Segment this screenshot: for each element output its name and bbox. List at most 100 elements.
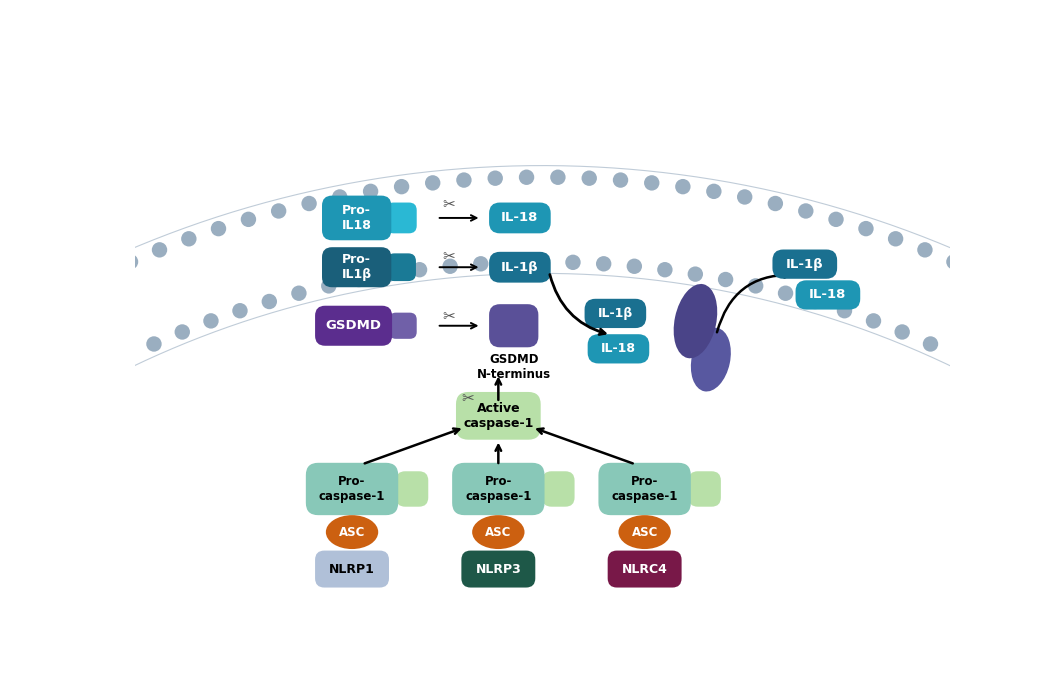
Text: IL-18: IL-18: [501, 212, 539, 224]
Text: Active
caspase-1: Active caspase-1: [463, 402, 533, 430]
Circle shape: [917, 242, 933, 257]
Circle shape: [737, 189, 752, 205]
Circle shape: [66, 280, 81, 296]
Circle shape: [675, 179, 691, 194]
FancyBboxPatch shape: [587, 334, 650, 363]
Circle shape: [778, 286, 794, 301]
Circle shape: [768, 196, 783, 211]
Circle shape: [261, 294, 277, 309]
Circle shape: [425, 175, 440, 191]
Circle shape: [550, 170, 566, 185]
Text: ASC: ASC: [339, 526, 365, 539]
Text: GSDMD: GSDMD: [326, 319, 382, 332]
Text: ASC: ASC: [486, 526, 511, 539]
FancyBboxPatch shape: [585, 299, 646, 328]
Circle shape: [828, 212, 843, 227]
Circle shape: [37, 393, 53, 408]
Circle shape: [211, 221, 226, 237]
Text: ✂: ✂: [442, 309, 455, 324]
Text: Pro-
caspase-1: Pro- caspase-1: [466, 475, 531, 503]
FancyBboxPatch shape: [322, 247, 391, 287]
Circle shape: [979, 363, 993, 378]
Circle shape: [181, 231, 197, 247]
Circle shape: [151, 242, 167, 257]
Circle shape: [291, 286, 307, 301]
Circle shape: [302, 196, 316, 211]
Circle shape: [951, 349, 966, 365]
Circle shape: [63, 377, 79, 393]
Circle shape: [946, 254, 962, 270]
Circle shape: [332, 189, 347, 205]
FancyBboxPatch shape: [489, 203, 551, 233]
Text: GSDMD
N-terminus: GSDMD N-terminus: [477, 353, 551, 381]
Circle shape: [146, 336, 162, 352]
Circle shape: [894, 324, 910, 340]
Text: IL-18: IL-18: [601, 342, 636, 355]
Circle shape: [858, 221, 874, 237]
Text: IL-1β: IL-1β: [501, 261, 539, 274]
Circle shape: [94, 267, 110, 282]
Ellipse shape: [619, 515, 671, 549]
Text: IL-1β: IL-1β: [598, 307, 633, 320]
Circle shape: [534, 254, 550, 270]
Text: ✂: ✂: [442, 249, 455, 264]
Circle shape: [1005, 377, 1021, 393]
FancyBboxPatch shape: [607, 551, 681, 588]
Circle shape: [12, 410, 26, 425]
Circle shape: [271, 204, 287, 218]
Ellipse shape: [691, 328, 731, 392]
Circle shape: [1030, 295, 1046, 311]
Circle shape: [118, 349, 133, 365]
Circle shape: [923, 336, 938, 352]
Circle shape: [706, 183, 722, 199]
Circle shape: [565, 255, 581, 270]
Text: Pro-
caspase-1: Pro- caspase-1: [318, 475, 385, 503]
Circle shape: [203, 313, 219, 329]
Circle shape: [473, 256, 489, 272]
Text: Pro-
IL1β: Pro- IL1β: [342, 253, 371, 281]
Circle shape: [233, 303, 248, 318]
Text: NLRP1: NLRP1: [329, 563, 375, 576]
Text: NLRC4: NLRC4: [622, 563, 668, 576]
Circle shape: [0, 427, 1, 442]
Circle shape: [11, 310, 26, 326]
Circle shape: [123, 254, 139, 270]
Circle shape: [798, 204, 814, 218]
FancyBboxPatch shape: [543, 471, 574, 507]
FancyBboxPatch shape: [599, 463, 691, 515]
Circle shape: [504, 255, 519, 270]
Circle shape: [865, 313, 881, 329]
Text: ASC: ASC: [632, 526, 658, 539]
FancyBboxPatch shape: [452, 463, 545, 515]
Circle shape: [321, 278, 336, 294]
Circle shape: [38, 295, 54, 311]
FancyBboxPatch shape: [306, 463, 398, 515]
Ellipse shape: [326, 515, 378, 549]
FancyBboxPatch shape: [489, 252, 551, 282]
FancyBboxPatch shape: [689, 471, 720, 507]
Circle shape: [688, 266, 703, 282]
FancyBboxPatch shape: [386, 203, 417, 233]
FancyBboxPatch shape: [461, 551, 535, 588]
Circle shape: [644, 175, 659, 191]
Circle shape: [351, 272, 366, 287]
Circle shape: [807, 294, 823, 309]
Circle shape: [442, 259, 458, 274]
Circle shape: [363, 183, 379, 199]
FancyBboxPatch shape: [322, 195, 391, 240]
Circle shape: [488, 171, 503, 186]
Polygon shape: [0, 166, 1058, 674]
Ellipse shape: [674, 284, 717, 359]
Circle shape: [596, 256, 612, 272]
FancyBboxPatch shape: [456, 392, 541, 439]
Circle shape: [518, 170, 534, 185]
Ellipse shape: [472, 515, 525, 549]
Text: Pro-
caspase-1: Pro- caspase-1: [612, 475, 678, 503]
FancyBboxPatch shape: [489, 304, 539, 347]
Circle shape: [1003, 280, 1019, 296]
Text: NLRP3: NLRP3: [475, 563, 522, 576]
Circle shape: [1032, 393, 1047, 408]
Circle shape: [582, 171, 597, 186]
Text: IL-18: IL-18: [809, 288, 846, 301]
Circle shape: [974, 267, 990, 282]
